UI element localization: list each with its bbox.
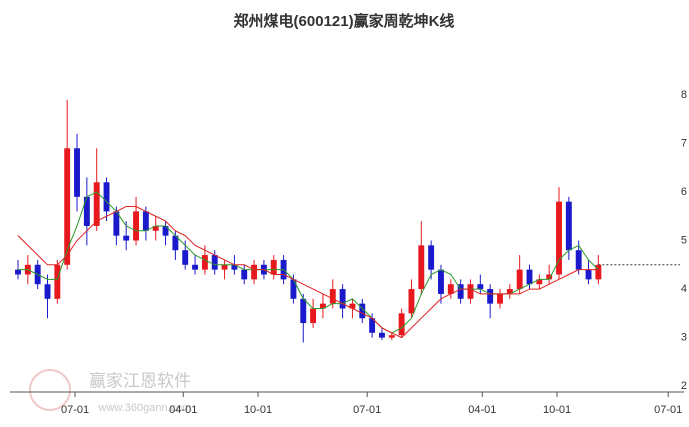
candle-body	[172, 235, 179, 251]
candle-body	[192, 264, 199, 270]
x-tick-label: 07-01	[353, 404, 381, 416]
candle-body	[546, 274, 553, 280]
candle-body	[270, 259, 277, 275]
candle-body	[595, 264, 602, 280]
candle-body	[447, 284, 454, 294]
watermark: 赢家江恩软件	[89, 371, 191, 390]
y-tick-label: 4	[681, 283, 687, 295]
y-tick-label: 8	[681, 89, 687, 101]
watermark: www.360gann.com	[98, 402, 192, 414]
candle-body	[211, 255, 218, 270]
candle-body	[526, 269, 533, 285]
candle-body	[585, 269, 592, 280]
candle-body	[152, 225, 159, 231]
y-tick-label: 3	[681, 332, 687, 344]
y-tick-label: 2	[681, 380, 687, 392]
y-tick-label: 7	[681, 137, 687, 149]
candle-body	[359, 303, 366, 319]
candle-body	[329, 289, 336, 304]
y-tick-label: 5	[681, 234, 687, 246]
candle-body	[339, 289, 346, 309]
candle-body	[83, 196, 90, 226]
candle-body	[408, 289, 415, 314]
candle-body	[497, 293, 503, 304]
candle-body	[477, 284, 484, 290]
candle-body	[133, 211, 139, 241]
candle-body	[556, 201, 562, 275]
x-tick-label: 04-01	[468, 404, 496, 416]
candle-body	[457, 284, 464, 299]
candle-body	[74, 148, 80, 197]
candle-body	[369, 318, 376, 333]
candle-body	[15, 269, 21, 275]
candle-body	[142, 211, 149, 231]
candle-body	[300, 298, 307, 324]
candle-body	[438, 269, 444, 294]
x-tick-label: 07-01	[61, 404, 89, 416]
candle-body	[467, 284, 474, 299]
x-tick-label: 10-01	[244, 404, 272, 416]
chart-title: 郑州煤电(600121)赢家周乾坤K线	[234, 12, 455, 30]
candle-body	[231, 264, 238, 270]
candle-body	[44, 284, 51, 299]
moving-average	[17, 206, 599, 339]
candle-body	[182, 250, 189, 265]
candle-body	[536, 279, 543, 285]
candle-body	[123, 235, 130, 241]
x-tick-label: 07-01	[654, 404, 682, 416]
candle-body	[201, 255, 208, 270]
moving-average	[18, 191, 599, 334]
candle-body	[93, 182, 100, 226]
candle-body	[506, 289, 513, 294]
candle-body	[428, 245, 435, 270]
candle-body	[388, 335, 395, 338]
candle-body	[418, 245, 425, 290]
candle-body	[310, 308, 317, 324]
candle-body	[398, 313, 405, 336]
candle-body	[379, 332, 385, 338]
candle-body	[516, 269, 523, 290]
candle-body	[241, 269, 248, 280]
candle-body	[487, 289, 494, 304]
candle-body	[113, 211, 120, 236]
candle-body	[349, 303, 356, 309]
candle-body	[103, 182, 110, 212]
candle-body	[251, 264, 258, 280]
candle-body	[290, 279, 297, 299]
y-tick-label: 6	[681, 186, 687, 198]
candle-body	[54, 264, 61, 299]
candle-body	[575, 250, 582, 270]
candle-body	[221, 264, 228, 270]
x-tick-label: 10-01	[543, 404, 571, 416]
candle-body	[162, 225, 169, 236]
candle-body	[565, 201, 572, 251]
x-tick-label: 04-01	[169, 404, 197, 416]
candle-body	[64, 148, 71, 265]
candle-body	[319, 303, 326, 309]
watermark-logo	[29, 369, 71, 411]
